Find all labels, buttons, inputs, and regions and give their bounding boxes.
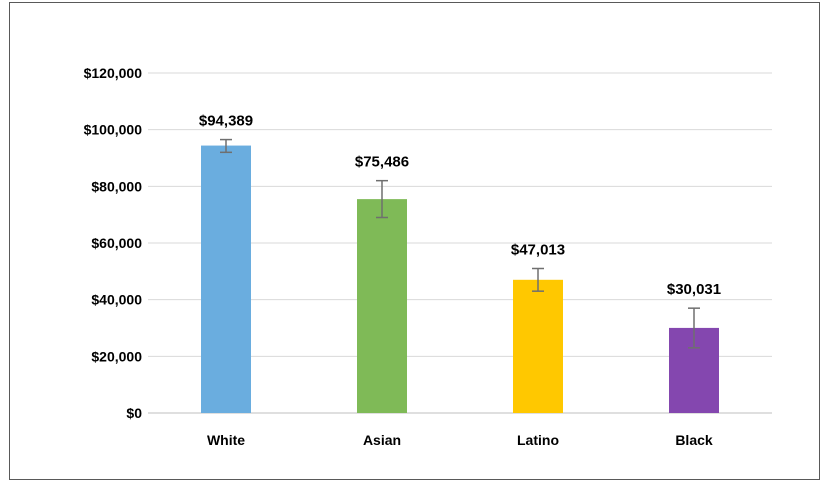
data-label: $94,389 <box>199 113 253 130</box>
x-tick-label: Black <box>675 432 713 448</box>
y-tick-label: $80,000 <box>91 178 142 194</box>
error-bars <box>220 138 700 349</box>
bars <box>201 145 719 413</box>
x-axis: White Asian Latino Black <box>207 432 713 448</box>
y-tick-label: $40,000 <box>91 292 142 308</box>
bar <box>201 145 251 413</box>
bar <box>357 199 407 413</box>
y-tick-label: $60,000 <box>91 235 142 251</box>
x-tick-label: Asian <box>363 432 401 448</box>
y-tick-label: $120,000 <box>84 65 143 81</box>
data-label: $75,486 <box>355 154 409 171</box>
data-labels: $94,389 $75,486 $47,013 $30,031 <box>199 113 721 299</box>
bar <box>513 279 563 413</box>
y-tick-label: $100,000 <box>84 122 143 138</box>
y-tick-label: $20,000 <box>91 348 142 364</box>
x-tick-label: White <box>207 432 245 448</box>
x-tick-label: Latino <box>517 432 559 448</box>
gridlines <box>148 72 772 414</box>
y-tick-label: $0 <box>126 405 142 421</box>
data-label: $47,013 <box>511 242 565 259</box>
data-label: $30,031 <box>667 281 721 298</box>
y-axis: $0 $20,000 $40,000 $60,000 $80,000 $100,000 $1… <box>84 65 143 421</box>
